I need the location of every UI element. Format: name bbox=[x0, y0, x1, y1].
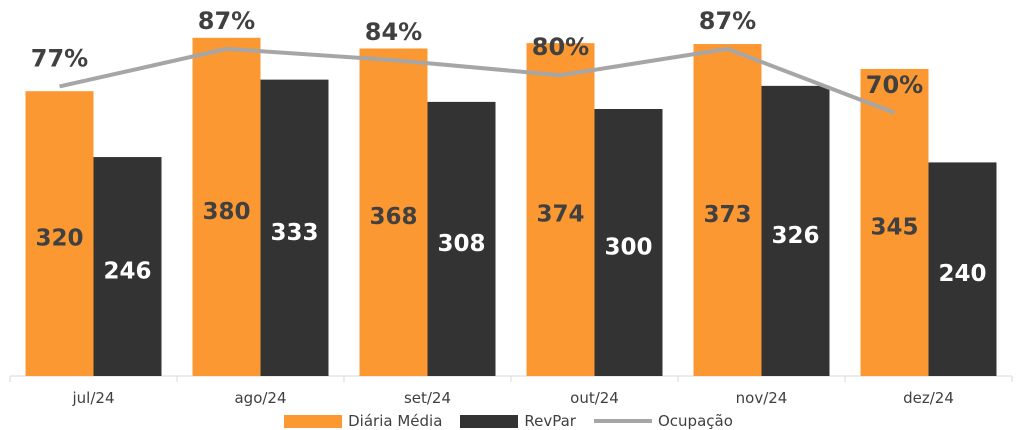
data-label-diaria-media: 373 bbox=[703, 202, 751, 228]
bar-revpar bbox=[260, 79, 329, 376]
legend-label-revpar: RevPar bbox=[524, 412, 576, 430]
x-tick-label: nov/24 bbox=[736, 389, 788, 407]
data-label-diaria-media: 320 bbox=[35, 226, 83, 252]
x-tick-label: out/24 bbox=[570, 389, 619, 407]
data-label-revpar: 333 bbox=[270, 220, 318, 246]
data-label-ocupacao: 84% bbox=[365, 18, 422, 46]
bar-revpar bbox=[761, 85, 830, 377]
bar-diaria-media bbox=[25, 91, 94, 376]
legend-swatch-ocupacao bbox=[593, 419, 652, 423]
x-tick-label: jul/24 bbox=[72, 389, 115, 407]
data-label-diaria-media: 374 bbox=[536, 202, 584, 228]
data-label-diaria-media: 380 bbox=[202, 199, 250, 225]
data-label-ocupacao: 70% bbox=[866, 71, 923, 99]
data-label-revpar: 240 bbox=[938, 261, 986, 287]
legend-swatch-diaria-media bbox=[284, 414, 343, 428]
data-label-ocupacao: 87% bbox=[699, 7, 756, 35]
data-label-ocupacao: 80% bbox=[532, 33, 589, 61]
bar-diaria-media bbox=[693, 44, 762, 376]
legend-label-ocupacao: Ocupação bbox=[657, 412, 733, 430]
bar-revpar bbox=[594, 109, 663, 376]
bar-revpar bbox=[928, 162, 997, 376]
bar-diaria-media bbox=[192, 37, 261, 377]
legend: Diária Média RevPar Ocupação bbox=[0, 412, 1017, 430]
data-label-diaria-media: 345 bbox=[870, 214, 918, 240]
data-label-revpar: 326 bbox=[771, 223, 819, 249]
legend-item-ocupacao: Ocupação bbox=[593, 412, 733, 430]
bar-diaria-media bbox=[526, 43, 595, 376]
x-tick-label: ago/24 bbox=[234, 389, 286, 407]
data-label-ocupacao: 77% bbox=[31, 44, 88, 72]
bar-diaria-media bbox=[359, 48, 428, 376]
data-label-ocupacao: 87% bbox=[198, 7, 255, 35]
legend-label-diaria-media: Diária Média bbox=[348, 412, 443, 430]
data-label-revpar: 308 bbox=[437, 231, 485, 257]
data-label-revpar: 300 bbox=[604, 235, 652, 261]
legend-item-diaria-media: Diária Média bbox=[284, 412, 442, 430]
bar-revpar bbox=[427, 101, 496, 376]
x-tick-label: set/24 bbox=[404, 389, 451, 407]
data-label-revpar: 246 bbox=[103, 259, 151, 285]
line-ocupacao bbox=[59, 46, 896, 115]
chart: 320 246 jul/24 380 333 ago/24 368 308 set/24 374 3… bbox=[9, 7, 1013, 407]
legend-swatch-revpar bbox=[460, 414, 519, 428]
x-tick-label: dez/24 bbox=[903, 389, 954, 407]
data-label-diaria-media: 368 bbox=[369, 204, 417, 230]
legend-item-revpar: RevPar bbox=[460, 412, 576, 430]
bar-revpar bbox=[93, 157, 162, 376]
bar-diaria-media bbox=[860, 68, 929, 376]
